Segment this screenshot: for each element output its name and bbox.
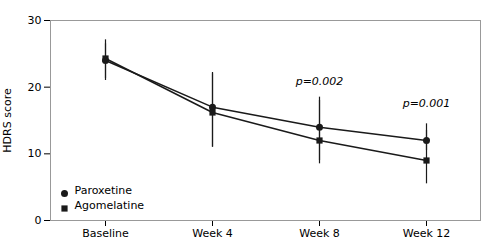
- svg-text:20: 20: [28, 81, 42, 94]
- svg-text:p=0.002: p=0.002: [295, 75, 344, 88]
- svg-text:Week 4: Week 4: [192, 227, 233, 240]
- svg-text:Paroxetine: Paroxetine: [75, 184, 133, 197]
- svg-text:0: 0: [35, 214, 42, 227]
- svg-text:p=0.001: p=0.001: [402, 97, 451, 110]
- svg-text:10: 10: [28, 147, 42, 160]
- svg-text:Week 8: Week 8: [299, 227, 340, 240]
- svg-text:Agomelatine: Agomelatine: [75, 199, 145, 212]
- svg-text:30: 30: [28, 14, 42, 27]
- svg-text:Week 12: Week 12: [403, 227, 451, 240]
- svg-text:Baseline: Baseline: [82, 227, 129, 240]
- svg-text:HDRS score: HDRS score: [1, 88, 14, 153]
